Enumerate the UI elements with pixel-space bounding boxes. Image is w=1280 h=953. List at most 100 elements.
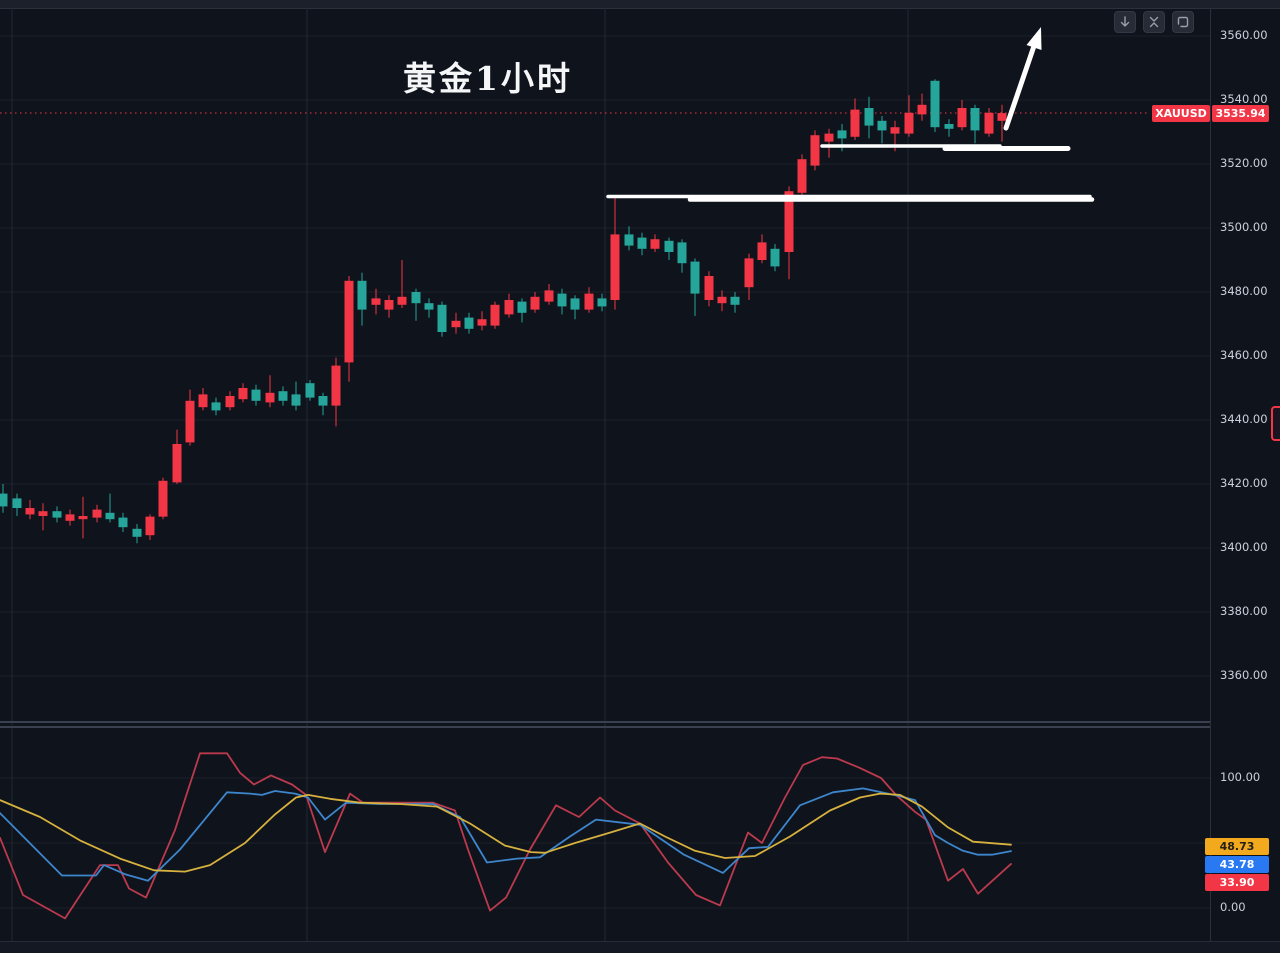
candle-body <box>850 109 860 137</box>
indicator-value-badge-red: 33.90 <box>1205 874 1269 891</box>
price-tick-label: 3380.00 <box>1220 604 1268 618</box>
candle-body <box>864 108 874 126</box>
candle-body <box>371 298 381 305</box>
price-tick-label: 3520.00 <box>1220 156 1268 170</box>
candle-body <box>225 396 235 408</box>
candle-body <box>717 296 727 304</box>
pane-divider[interactable] <box>0 721 1210 729</box>
candle-body <box>331 365 341 406</box>
indicator-tick-label: 0.00 <box>1220 900 1246 914</box>
candle-body <box>52 511 62 518</box>
candle-body <box>251 389 261 401</box>
candle-body <box>424 303 434 310</box>
candle-body <box>105 512 115 520</box>
candle-body <box>744 258 754 288</box>
candle-body <box>984 112 994 134</box>
blue-line <box>0 787 1012 882</box>
candle-body <box>265 392 275 403</box>
candle-body <box>344 280 354 363</box>
price-tick-label: 3560.00 <box>1220 28 1268 42</box>
price-tick-label: 3440.00 <box>1220 412 1268 426</box>
price-tick-label: 3460.00 <box>1220 348 1268 362</box>
candle-body <box>610 234 620 300</box>
candle-body <box>278 391 288 401</box>
candle-body <box>957 108 967 128</box>
candle-body <box>517 301 527 313</box>
candle-body <box>0 493 8 507</box>
price-tick-label: 3540.00 <box>1220 92 1268 106</box>
candle-body <box>65 514 75 521</box>
candle-body <box>730 296 740 305</box>
last-price-badge: 3535.94 <box>1212 105 1269 122</box>
candle-body <box>770 248 780 267</box>
candle-body <box>158 480 168 517</box>
candle-body <box>25 508 35 515</box>
candle-body <box>92 509 102 518</box>
price-tick-label: 3360.00 <box>1220 668 1268 682</box>
price-tick-label: 3400.00 <box>1220 540 1268 554</box>
candle-body <box>784 191 794 252</box>
candle-body <box>357 280 367 310</box>
candle-body <box>437 304 447 332</box>
maximize-pane-button[interactable] <box>1172 11 1194 33</box>
candle-body <box>78 516 88 520</box>
up-arrow-head[interactable] <box>1026 27 1042 50</box>
square-outline-icon <box>1177 16 1189 28</box>
symbol-badge: XAUUSD <box>1152 105 1210 122</box>
price-axis[interactable]: 3560.00 3540.00 3520.00 3500.00 3480.00 3460.… <box>1205 8 1280 941</box>
price-tick-label: 3420.00 <box>1220 476 1268 490</box>
collapse-pane-button[interactable] <box>1143 11 1165 33</box>
candle-body <box>904 112 914 134</box>
price-tick-label: 3480.00 <box>1220 284 1268 298</box>
candle-body <box>411 292 421 304</box>
top-strip <box>0 0 1280 9</box>
price-tick-label: 3500.00 <box>1220 220 1268 234</box>
candle-body <box>384 300 394 310</box>
candle-body <box>397 296 407 305</box>
red-line <box>0 752 1012 920</box>
candle-body <box>464 317 474 329</box>
candle-body <box>238 388 248 400</box>
arrow-down-icon <box>1119 16 1131 28</box>
candle-body <box>624 234 634 246</box>
candle-body <box>944 124 954 129</box>
candle-body <box>132 528 142 537</box>
chevrons-collapse-icon <box>1148 16 1160 28</box>
chart-canvas[interactable] <box>0 0 1210 941</box>
candle-body <box>890 127 900 134</box>
candle-body <box>38 511 48 516</box>
candle-body <box>824 133 834 142</box>
candle-body <box>704 276 714 300</box>
candle-body <box>318 396 328 406</box>
candle-body <box>877 120 887 131</box>
candle-body <box>837 130 847 139</box>
yellow-line <box>0 792 1012 873</box>
candle-body <box>172 444 182 483</box>
candle-body <box>597 298 607 307</box>
move-pane-down-button[interactable] <box>1114 11 1136 33</box>
candle-body <box>490 304 500 326</box>
up-arrow-shaft[interactable] <box>1003 43 1037 131</box>
candle-body <box>211 402 221 411</box>
candle-body <box>185 400 195 443</box>
candle-body <box>690 261 700 294</box>
indicator-tick-label: 100.00 <box>1220 770 1261 784</box>
pane-buttons <box>1114 11 1194 33</box>
clipped-red-button[interactable] <box>1271 406 1280 441</box>
candle-body <box>291 394 301 406</box>
indicator-value-badge-blue: 43.78 <box>1205 856 1269 873</box>
candle-body <box>757 242 767 260</box>
candle-body <box>530 296 540 310</box>
time-axis[interactable] <box>0 941 1280 953</box>
chart-title: 黄金1小时 <box>403 59 573 98</box>
candle-body <box>997 113 1007 121</box>
indicator-value-badge-yellow: 48.73 <box>1205 838 1269 855</box>
candle-body <box>637 237 647 249</box>
candle-body <box>118 517 128 528</box>
candle-body <box>544 290 554 302</box>
candle-body <box>677 242 687 264</box>
candle-body <box>504 300 514 315</box>
candle-body <box>557 293 567 307</box>
candle-body <box>810 135 820 166</box>
